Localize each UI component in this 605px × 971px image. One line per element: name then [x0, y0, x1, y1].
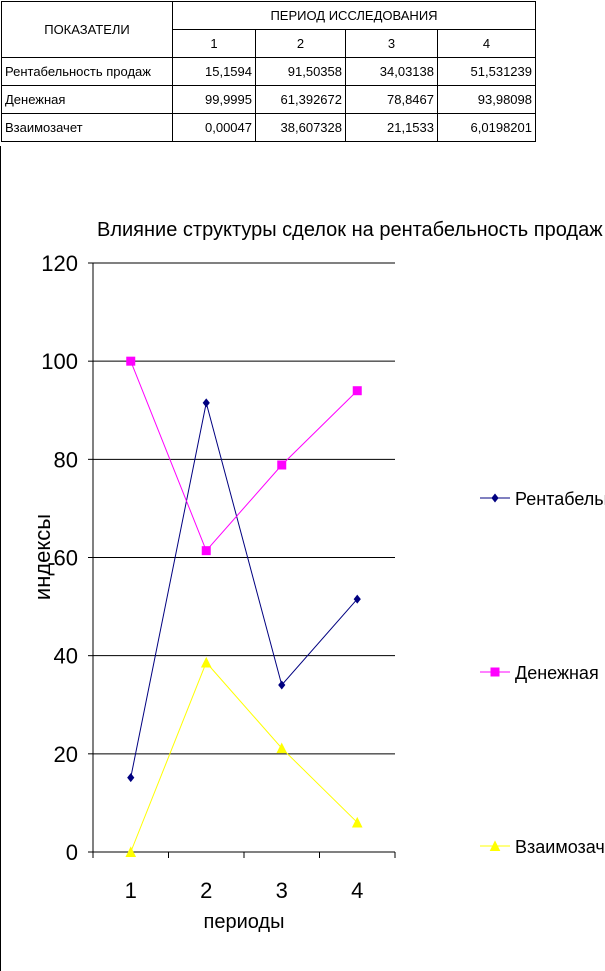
- table-row: Рентабельность продаж 15,1594 91,50358 34,0…: [1, 57, 536, 86]
- y-tick-label: 60: [54, 546, 78, 571]
- point: [202, 398, 210, 408]
- point: [276, 742, 288, 754]
- x-tick-label: 3: [276, 878, 288, 903]
- y-tick-label: 20: [54, 742, 78, 767]
- table-cell: Рентабельность продаж: [1, 57, 173, 86]
- table-row: Взаимозачет 0,00047 38,607328 21,1533 6,0198…: [1, 113, 536, 142]
- table-cell: 78,8467: [345, 85, 438, 114]
- x-axis-label: периоды: [204, 911, 285, 933]
- legend-label: Рентабельность продаж: [515, 489, 605, 509]
- y-tick-label: 80: [54, 447, 78, 472]
- series-line: [130, 402, 358, 778]
- table-cell: 4: [437, 29, 536, 58]
- legend-marker: [489, 840, 501, 851]
- table-cell: Денежная: [1, 85, 173, 114]
- table-cell: 61,392672: [255, 85, 346, 114]
- x-tick-label: 1: [125, 878, 137, 903]
- point: [126, 356, 136, 366]
- table-cell: 6,0198201: [437, 113, 536, 142]
- legend-label: Взаимозачет: [515, 837, 605, 857]
- y-tick-label: 40: [54, 644, 78, 669]
- point: [351, 816, 363, 828]
- table-cell: 99,9995: [172, 85, 256, 114]
- header-cell: ПЕРИОД ИССЛЕДОВАНИЯ: [172, 1, 536, 30]
- point: [201, 546, 211, 556]
- table-cell: 51,531239: [437, 57, 536, 86]
- x-tick-label: 4: [351, 878, 363, 903]
- series-line: [130, 661, 358, 853]
- table-cell: Взаимозачет: [1, 113, 173, 142]
- table-cell: 93,98098: [437, 85, 536, 114]
- table-cell: 0,00047: [172, 113, 256, 142]
- legend-marker: [490, 667, 500, 677]
- chart-title: Влияние структуры сделок на рентабельнос…: [97, 219, 603, 241]
- point: [352, 386, 362, 396]
- series-line: [130, 360, 358, 552]
- legend-marker: [491, 493, 499, 503]
- y-tick-label: 0: [66, 840, 78, 865]
- point: [127, 773, 135, 783]
- point: [278, 680, 286, 690]
- y-axis-label: индексы: [30, 514, 55, 600]
- point: [277, 460, 287, 470]
- legend-label: Денежная: [515, 663, 599, 683]
- point: [125, 846, 137, 857]
- point: [200, 656, 212, 668]
- y-tick-label: 100: [41, 349, 78, 374]
- table-cell: 21,1533: [345, 113, 438, 142]
- table-cell: 91,50358: [255, 57, 346, 86]
- header-cell: ПОКАЗАТЕЛИ: [1, 1, 173, 58]
- table-row: Денежная 99,9995 61,392672 78,8467 93,98098: [1, 85, 536, 114]
- table-cell: 15,1594: [172, 57, 256, 86]
- point: [353, 594, 361, 604]
- y-tick-label: 120: [41, 251, 78, 276]
- x-tick-label: 2: [200, 878, 212, 903]
